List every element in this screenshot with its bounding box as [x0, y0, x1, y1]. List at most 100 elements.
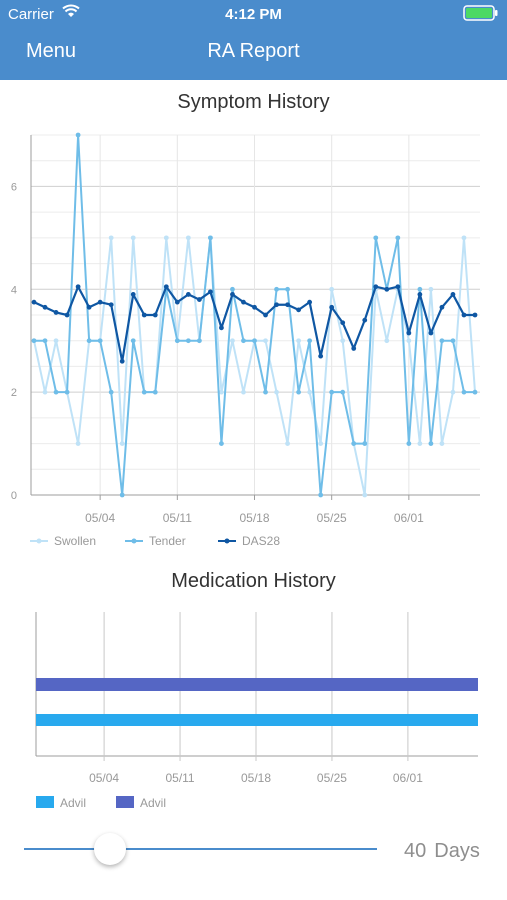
data-point [296, 307, 301, 313]
data-point [384, 338, 390, 344]
data-point [296, 389, 301, 395]
data-point [252, 304, 257, 310]
data-point [351, 441, 357, 446]
x-tick-label: 05/25 [317, 511, 347, 525]
data-point [185, 235, 191, 241]
symptom-history-chart: 0 2 4 6 05/04 05/11 05/18 05/25 06/01 Swollen Te… [11, 132, 480, 548]
data-point [108, 235, 114, 241]
days-value: 40 [404, 840, 427, 862]
medication-chart-title: Medication History [171, 570, 336, 592]
x-tick-label: 05/11 [163, 511, 192, 525]
data-point [307, 338, 313, 344]
data-point [130, 338, 136, 344]
data-point [208, 289, 213, 295]
data-point [362, 492, 368, 498]
data-point [241, 338, 246, 344]
x-tick-label: 05/04 [85, 511, 115, 525]
medication-history-chart: 05/04 05/11 05/18 05/25 06/01 Advil Advil [35, 612, 478, 810]
data-point [340, 389, 346, 395]
data-point [230, 292, 235, 297]
data-point [42, 304, 48, 310]
x-tick-label: 05/18 [241, 771, 271, 785]
data-point [329, 304, 335, 310]
data-point [108, 302, 114, 308]
legend-dot [131, 538, 137, 544]
data-point [428, 330, 434, 336]
data-point [340, 320, 346, 326]
data-point [417, 292, 423, 297]
days-slider[interactable] [24, 820, 379, 880]
data-point [450, 389, 456, 395]
data-point [274, 389, 279, 395]
data-point [31, 338, 37, 344]
menu-button[interactable]: Menu [26, 40, 77, 62]
data-point [86, 338, 92, 344]
data-point [75, 284, 81, 290]
data-point [406, 338, 412, 344]
data-point [395, 284, 401, 290]
data-point [75, 441, 81, 446]
data-point [428, 441, 434, 446]
data-point [340, 338, 346, 344]
data-point [318, 492, 324, 498]
data-point [208, 235, 213, 241]
data-point [362, 317, 368, 323]
data-point [439, 338, 445, 344]
data-point [274, 286, 279, 292]
data-point [185, 292, 191, 297]
data-point [263, 338, 268, 344]
data-point [263, 312, 268, 318]
data-point [406, 441, 412, 446]
data-point [439, 304, 445, 310]
y-tick-label: 0 [11, 490, 17, 502]
y-tick-label: 4 [11, 284, 17, 296]
wifi-icon [62, 4, 80, 17]
advil-bar [36, 714, 478, 726]
data-point [141, 312, 147, 318]
data-point [472, 312, 478, 318]
data-point [163, 284, 169, 290]
carrier-label: Carrier [8, 6, 54, 23]
slider-thumb[interactable] [94, 833, 126, 865]
data-point [130, 292, 136, 297]
symptom-chart-title: Symptom History [177, 91, 330, 113]
x-tick-label: 05/04 [89, 771, 119, 785]
navigation-bar: Menu RA Report [0, 28, 507, 80]
data-point [130, 235, 136, 241]
data-point [417, 286, 423, 292]
data-point [163, 235, 169, 241]
page-title: RA Report [207, 40, 300, 62]
legend-dot [224, 538, 230, 544]
slider-track[interactable] [24, 848, 377, 850]
data-point [318, 353, 324, 359]
legend-label: Tender [149, 534, 186, 548]
data-point [285, 302, 290, 308]
data-point [296, 338, 301, 344]
data-point [141, 389, 147, 395]
data-point [417, 441, 423, 446]
data-point [119, 492, 125, 498]
data-point [219, 389, 224, 395]
data-point [31, 299, 37, 305]
advil-bar [36, 678, 478, 691]
data-point [428, 286, 434, 292]
legend-swatch [116, 796, 134, 808]
data-point [119, 441, 125, 446]
days-unit: Days [434, 840, 480, 862]
data-point [152, 312, 158, 318]
data-point [42, 338, 48, 344]
x-tick-label: 05/18 [239, 511, 269, 525]
data-point [373, 235, 379, 241]
legend-label: DAS28 [242, 534, 280, 548]
data-point [318, 441, 324, 446]
data-point [53, 310, 59, 315]
data-point [185, 338, 191, 344]
data-point [373, 284, 379, 290]
data-point [307, 299, 313, 305]
data-point [461, 312, 467, 318]
data-point [406, 330, 412, 336]
y-tick-label: 6 [11, 181, 17, 193]
data-point [196, 297, 202, 302]
data-point [152, 389, 158, 395]
data-point [196, 338, 202, 344]
